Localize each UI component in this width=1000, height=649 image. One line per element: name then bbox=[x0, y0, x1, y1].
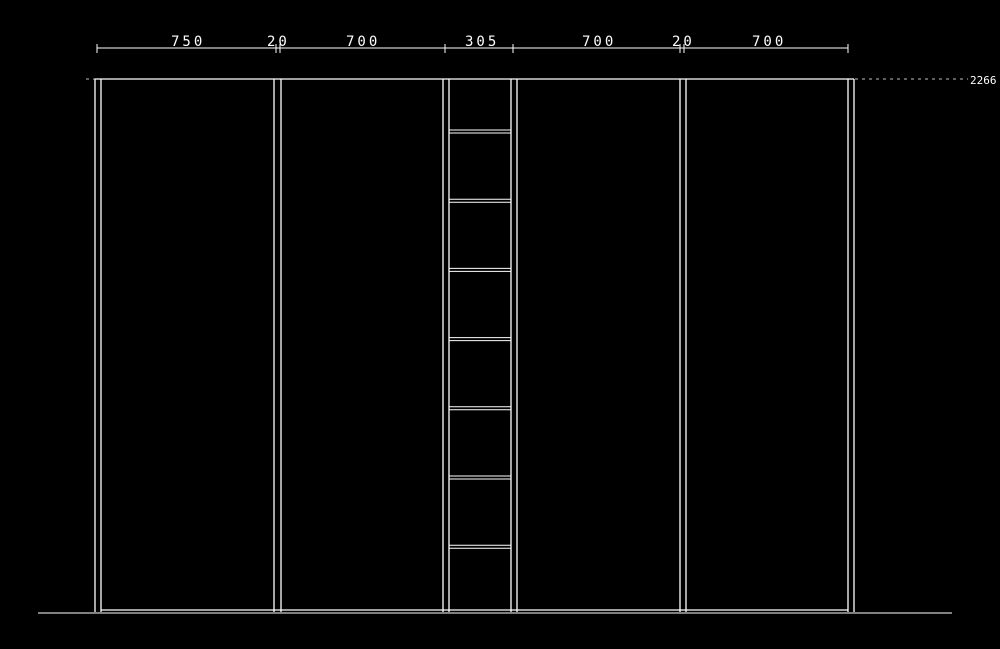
dimension-line bbox=[86, 44, 968, 80]
wardrobe-frame bbox=[38, 78, 952, 614]
dim-label-750: 750 bbox=[171, 34, 205, 50]
dim-label-20-right: 20 bbox=[672, 34, 695, 50]
height-label: 2266 bbox=[970, 74, 997, 87]
center-shelves bbox=[449, 129, 511, 549]
dim-label-700-a: 700 bbox=[346, 34, 380, 50]
dim-label-305: 305 bbox=[465, 34, 499, 50]
dim-label-700-c: 700 bbox=[752, 34, 786, 50]
dim-label-20-left: 20 bbox=[267, 34, 290, 50]
dim-label-700-b: 700 bbox=[582, 34, 616, 50]
